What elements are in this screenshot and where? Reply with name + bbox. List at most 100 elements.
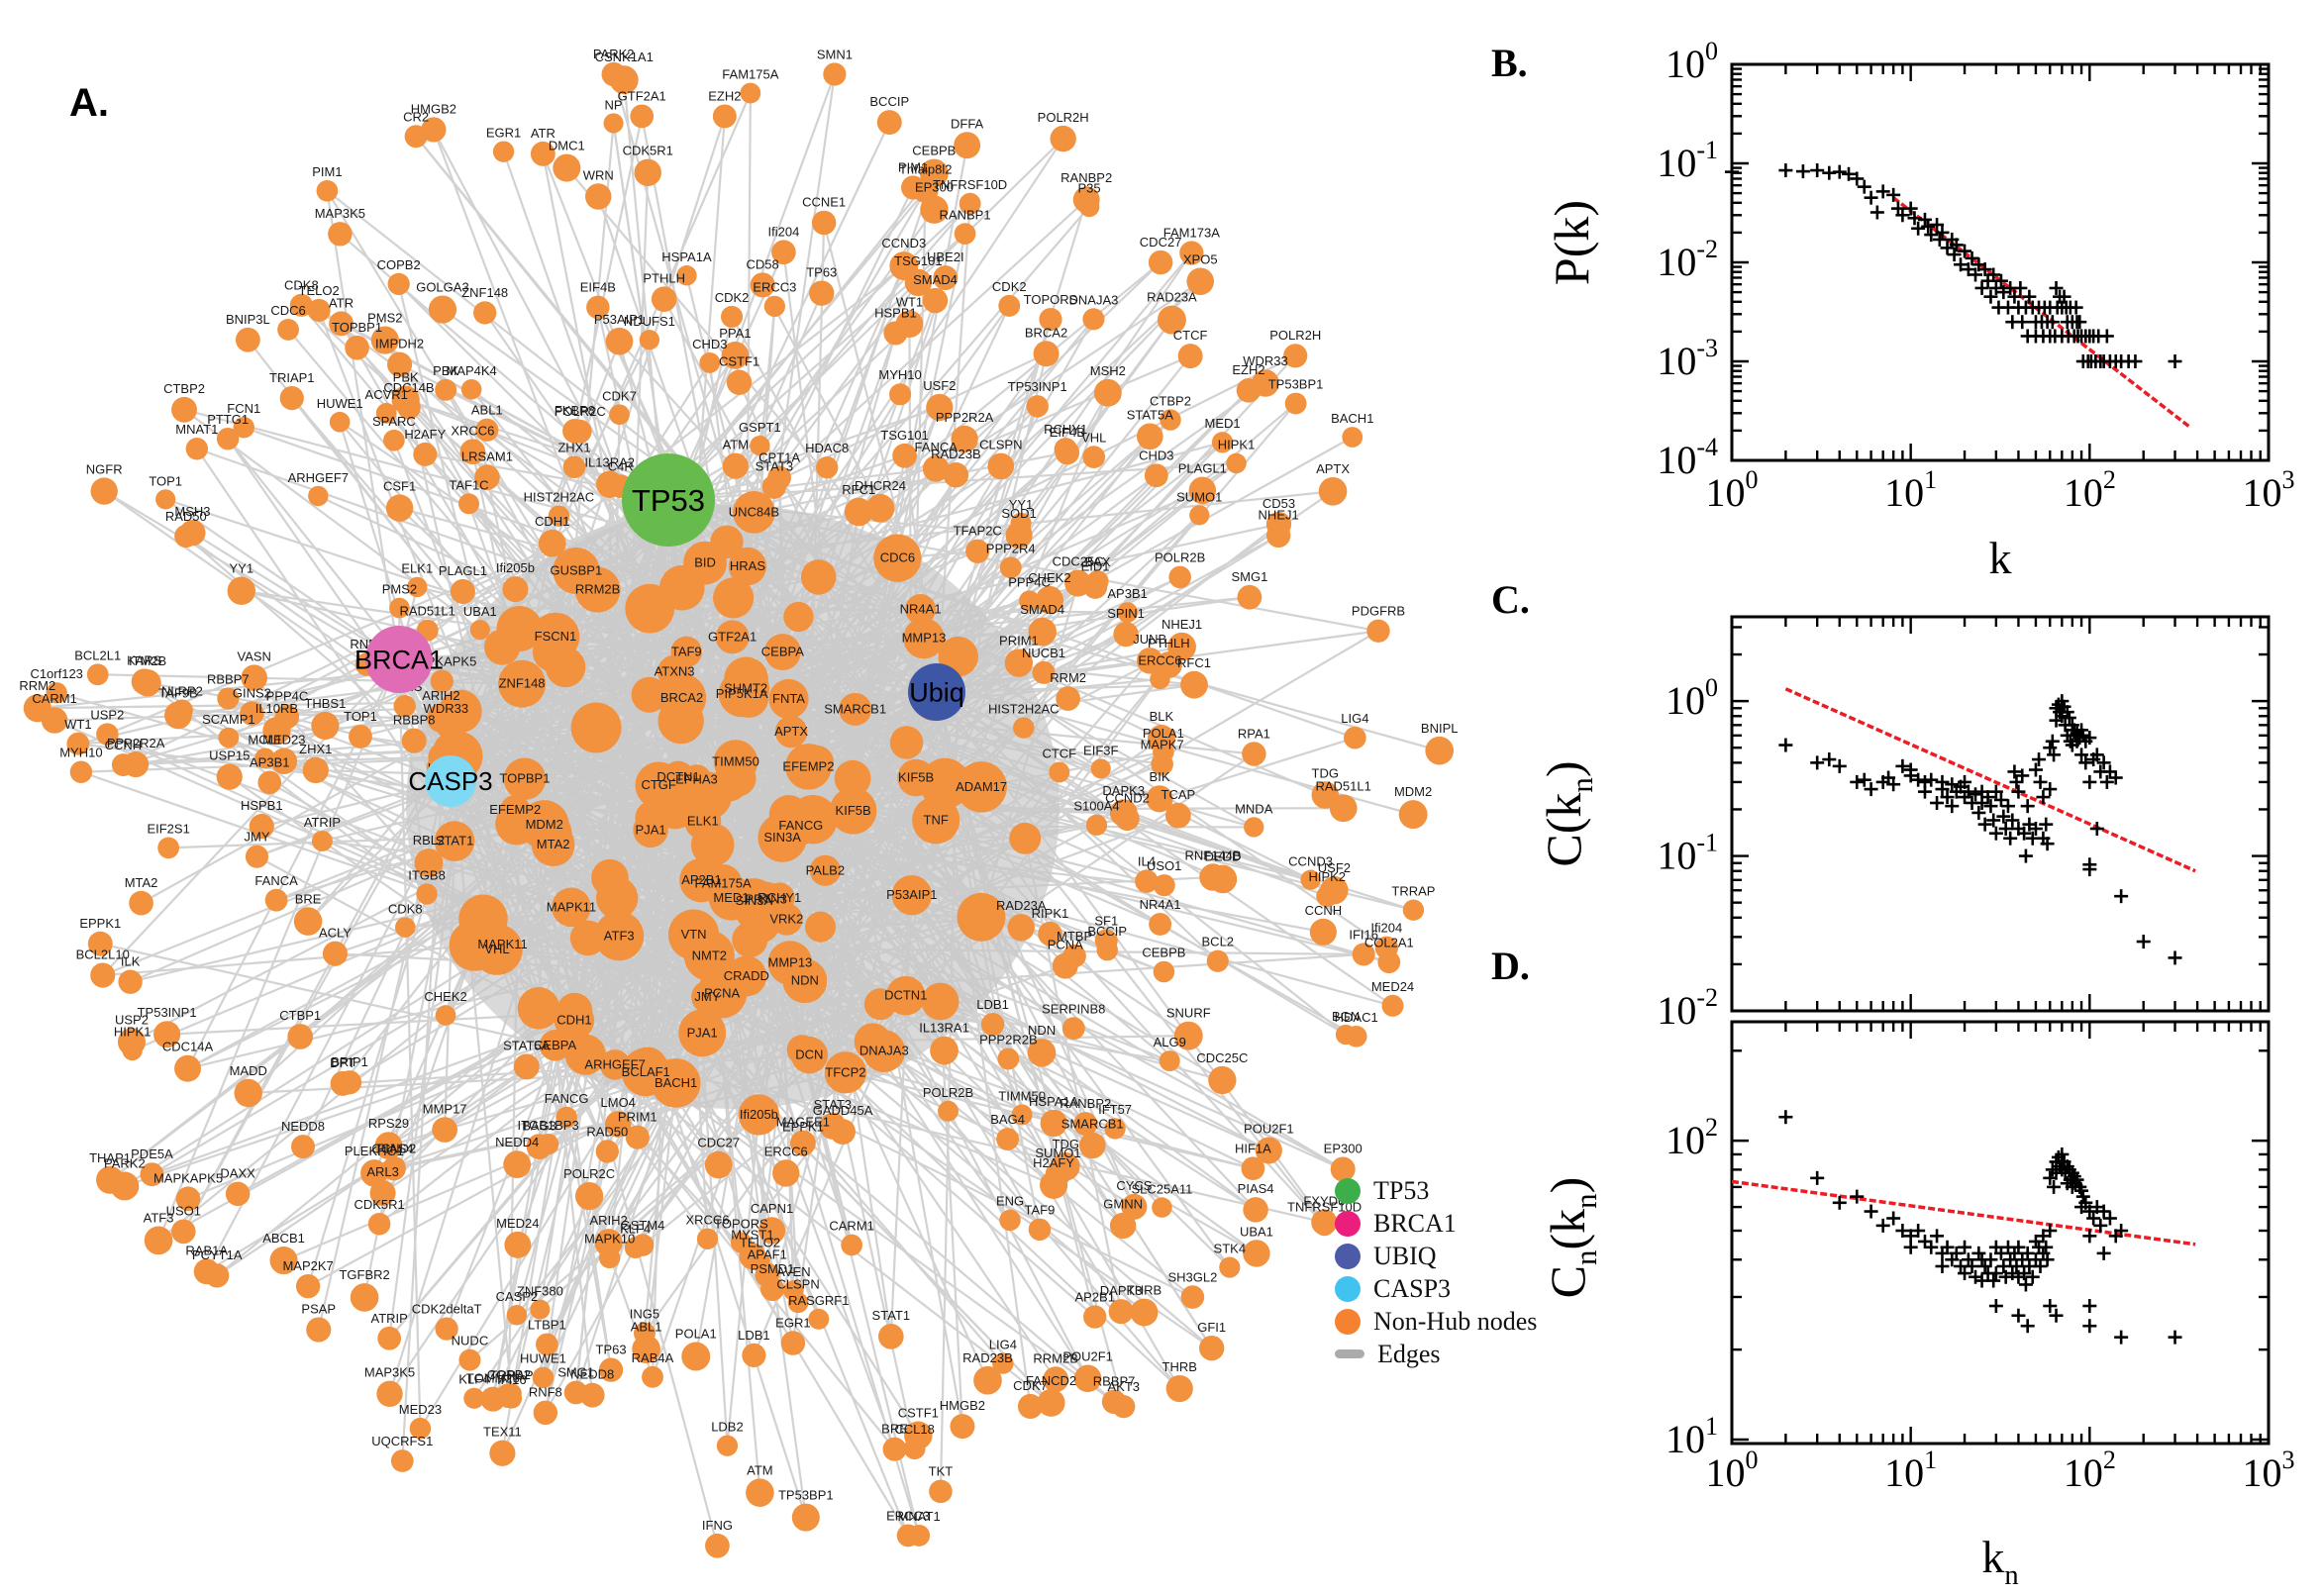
network-node-label: IMPDH2 bbox=[375, 337, 424, 351]
network-node-label: USP15 bbox=[209, 748, 250, 762]
network-node-label: NMT2 bbox=[692, 948, 727, 962]
network-node bbox=[862, 1030, 906, 1072]
network-node bbox=[330, 1070, 355, 1096]
axis-title: kn​ bbox=[1981, 1532, 2018, 1591]
network-edge bbox=[731, 316, 938, 693]
network-node bbox=[556, 1106, 577, 1129]
network-edge bbox=[667, 406, 941, 502]
network-node-label: XPO5 bbox=[1183, 251, 1218, 266]
legend-label: UBIQ bbox=[1373, 1241, 1437, 1270]
network-node bbox=[129, 890, 153, 916]
network-node-label: PIP5K1A bbox=[716, 686, 768, 701]
network-node-label: S100A4 bbox=[1073, 799, 1119, 814]
network-node bbox=[1147, 725, 1175, 753]
network-node-label: ATM bbox=[723, 438, 749, 452]
network-node-label: WT1 bbox=[64, 717, 91, 732]
network-node-label: POLR2B bbox=[1155, 550, 1205, 565]
network-node-label: TP63 bbox=[596, 1343, 627, 1357]
network-edge bbox=[450, 280, 1201, 782]
network-node-label: ZHX1 bbox=[557, 440, 590, 454]
network-node-label: CCNH bbox=[105, 738, 143, 752]
network-node-label: RNF144B bbox=[1184, 848, 1241, 862]
network-node-label: TFAP2C bbox=[954, 524, 1002, 539]
network-node bbox=[804, 911, 837, 943]
network-node bbox=[799, 745, 835, 780]
network-edge bbox=[667, 189, 927, 501]
network-node-label: AP3B1 bbox=[250, 755, 289, 770]
network-node-label: MAP3K5 bbox=[315, 206, 365, 221]
network-node-label: SCAMP1 bbox=[202, 712, 254, 727]
network-node bbox=[428, 295, 457, 324]
network-node-label: SMAD4 bbox=[1020, 602, 1064, 617]
network-node bbox=[377, 1326, 402, 1350]
network-node bbox=[1255, 1137, 1282, 1164]
network-node bbox=[755, 1262, 780, 1288]
network-node bbox=[376, 1380, 403, 1407]
network-node-label: MDM2 bbox=[526, 817, 563, 832]
network-node-label: TOPORS bbox=[714, 1216, 768, 1231]
network-node bbox=[716, 1435, 739, 1456]
tick-label: 10-4 bbox=[1657, 433, 1718, 482]
network-node-label: NHEJ1 bbox=[1162, 617, 1202, 632]
network-node-label: HIST2H2AC bbox=[524, 489, 595, 504]
network-edge bbox=[667, 499, 1125, 1227]
network-edge bbox=[667, 498, 1379, 633]
network-node-label: CPT1A bbox=[758, 450, 800, 465]
network-node bbox=[144, 1226, 173, 1255]
network-edge bbox=[935, 203, 971, 693]
network-node bbox=[1189, 505, 1210, 526]
network-node-label: TELO2 bbox=[740, 1235, 780, 1249]
network-edge bbox=[612, 123, 670, 501]
network-edge bbox=[667, 499, 857, 711]
network-node bbox=[570, 702, 622, 753]
network-node bbox=[1121, 1193, 1148, 1220]
network-node bbox=[903, 618, 945, 659]
network-node bbox=[718, 670, 765, 718]
network-node-label: YY1 bbox=[230, 561, 254, 576]
network-node-label: PCYT1A bbox=[192, 1247, 243, 1262]
network-node bbox=[882, 1437, 907, 1461]
network-node bbox=[1244, 817, 1264, 838]
network-node bbox=[601, 61, 626, 87]
network-node bbox=[484, 629, 521, 665]
network-node-label: VTN bbox=[681, 927, 707, 942]
network-node bbox=[809, 280, 835, 306]
network-node-label: CEBPA bbox=[761, 645, 804, 659]
network-graph: CSTF1 KLF4 GTF2A1 HIST2H2AC ING5 ERCC3 POLR2B P… bbox=[19, 47, 1458, 1558]
network-node-label: NP bbox=[605, 97, 623, 112]
network-node bbox=[642, 1365, 663, 1388]
network-node bbox=[1167, 632, 1196, 661]
network-edge bbox=[326, 190, 401, 660]
network-node bbox=[951, 425, 978, 453]
network-node bbox=[414, 848, 444, 878]
network-node-label: RFC1 bbox=[1177, 655, 1211, 670]
network-node-label: CEBPA bbox=[534, 1038, 576, 1052]
network-node bbox=[943, 462, 969, 488]
network-edge bbox=[275, 637, 925, 902]
network-node bbox=[1168, 565, 1191, 589]
network-node bbox=[594, 911, 645, 961]
network-node-label: CEBPB bbox=[1142, 946, 1185, 960]
network-node bbox=[811, 210, 837, 236]
network-node-label: MED24 bbox=[1371, 979, 1414, 994]
network-node-label: NEDD4 bbox=[495, 1135, 539, 1149]
network-node-label: RAD23A bbox=[996, 898, 1047, 913]
network-edge bbox=[152, 1019, 575, 1176]
network-node-label: KLF4 bbox=[458, 1372, 489, 1387]
network-node-label: ELK1 bbox=[687, 814, 719, 829]
network-edge bbox=[978, 582, 1079, 921]
network-node bbox=[772, 1159, 800, 1187]
network-node-label: MMP13 bbox=[902, 631, 947, 646]
network-node-label: PPP2R2A bbox=[936, 410, 994, 425]
network-node bbox=[705, 1533, 730, 1558]
network-node-label: PMS2 bbox=[382, 582, 417, 597]
network-node-label: STAT1 bbox=[436, 834, 474, 848]
network-node bbox=[503, 1150, 532, 1179]
network-node-label: FSCN1 bbox=[535, 629, 577, 644]
network-node-label: PCNA bbox=[1048, 938, 1083, 952]
network-edge bbox=[445, 691, 938, 1017]
network-node bbox=[1344, 726, 1366, 749]
network-node-label: SMG1 bbox=[1231, 569, 1267, 584]
tick-label: 103 bbox=[2243, 465, 2295, 515]
network-node bbox=[459, 439, 486, 465]
